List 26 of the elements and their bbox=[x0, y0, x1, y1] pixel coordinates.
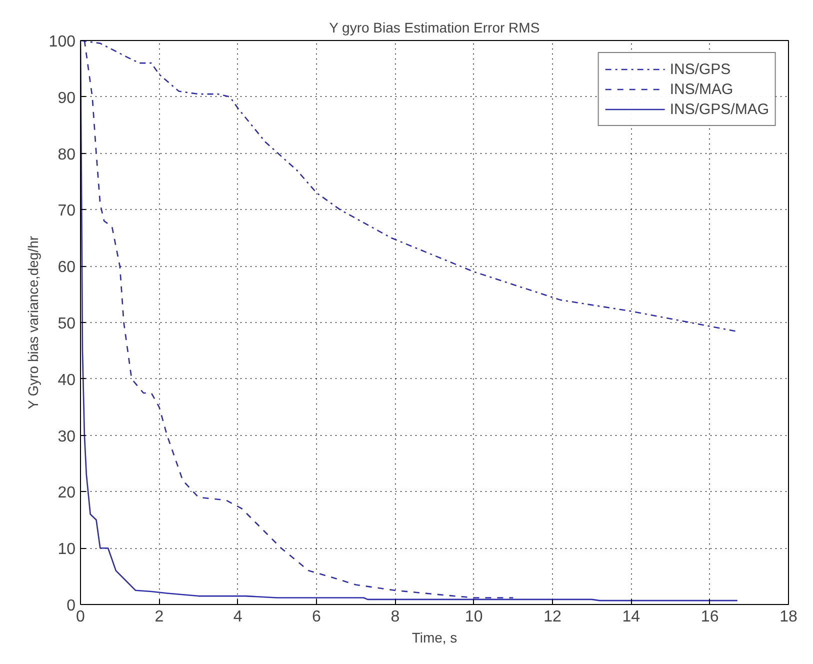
y-tick-label: 70 bbox=[58, 202, 76, 220]
chart-title: Y gyro Bias Estimation Error RMS bbox=[329, 20, 540, 36]
y-tick-label: 10 bbox=[58, 541, 76, 558]
y-tick-label: 60 bbox=[58, 259, 76, 276]
y-tick-label: 90 bbox=[58, 90, 76, 107]
legend-label: INS/GPS/MAG bbox=[670, 100, 769, 118]
x-tick-label: 10 bbox=[464, 608, 483, 626]
y-axis-title: Y Gyro bias variance,deg/hr bbox=[24, 236, 41, 410]
y-tick-label: 30 bbox=[58, 428, 76, 446]
x-tick-label: 14 bbox=[622, 608, 640, 626]
legend-label: INS/MAG bbox=[670, 80, 734, 98]
x-tick-label: 12 bbox=[544, 608, 562, 626]
y-tick-label: 80 bbox=[58, 146, 76, 164]
y-tick-label: 50 bbox=[58, 316, 76, 332]
y-tick-label: 40 bbox=[58, 372, 76, 389]
x-tick-label: 8 bbox=[390, 608, 400, 626]
y-tick-label: 20 bbox=[58, 484, 76, 502]
x-axis-title: Time, s bbox=[412, 630, 458, 646]
y-tick-label: 0 bbox=[66, 598, 76, 614]
x-tick-label: 2 bbox=[154, 608, 164, 626]
x-tick-label: 6 bbox=[312, 608, 322, 626]
x-tick-label: 18 bbox=[780, 608, 798, 626]
x-tick-label: 16 bbox=[700, 608, 719, 626]
y-tick-label: 100 bbox=[48, 34, 76, 50]
legend-label: INS/GPS bbox=[670, 60, 731, 78]
x-tick-label: 4 bbox=[233, 608, 242, 626]
